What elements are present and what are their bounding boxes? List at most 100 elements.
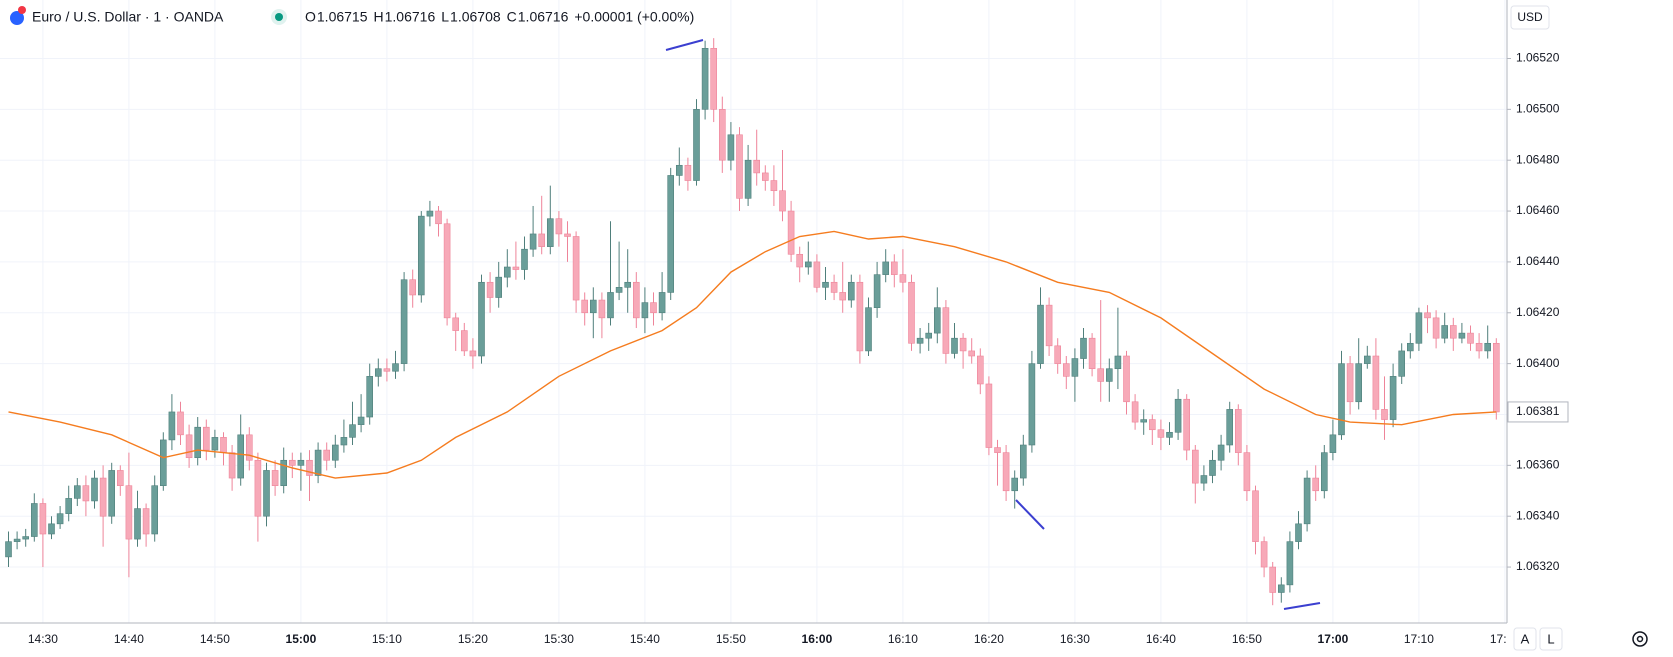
candle-body — [1209, 459, 1216, 476]
candle-body — [1381, 409, 1388, 420]
y-tick-label: 1.06500 — [1516, 102, 1560, 116]
log-button[interactable] — [1539, 627, 1563, 651]
candle-body — [297, 459, 305, 466]
candle-body — [220, 437, 227, 453]
ohlc-key: L — [441, 9, 449, 25]
candle-body — [890, 261, 898, 275]
candle-body — [1364, 355, 1371, 364]
time-axis: 14:30 14:40 14:50 15:00 15:10 15:20 15:30 15:40… — [28, 632, 1520, 646]
ohlc-value: 1.06716 — [518, 9, 569, 25]
trend-line[interactable] — [1283, 602, 1321, 610]
candle-body — [1166, 431, 1173, 438]
plot-area — [5, 38, 1500, 606]
candle-body — [1037, 304, 1044, 364]
candle-body — [1269, 566, 1276, 593]
candle-body — [856, 281, 864, 352]
trend-line[interactable] — [665, 39, 704, 51]
symbol-title[interactable]: Euro / U.S. Dollar · 1 · OANDA — [32, 9, 224, 25]
candle-body — [1097, 368, 1104, 382]
candle-body — [753, 159, 761, 174]
ohlc-key: O — [305, 9, 316, 25]
currency-button[interactable] — [1510, 5, 1550, 30]
candle-body — [409, 279, 417, 296]
ohlc-values: O 1.06715 H 1.06716 L 1.06708 C 1.06716 +0.00001… — [305, 9, 694, 25]
candle-body — [1174, 398, 1182, 433]
y-tick-label: 1.06420 — [1516, 305, 1560, 319]
symbol-icon — [18, 6, 26, 14]
candle-body — [1140, 419, 1147, 423]
ohlc-value: 1.06716 — [385, 9, 436, 25]
x-tick-label: 15:50 — [716, 632, 746, 646]
candle-body — [1398, 350, 1405, 377]
x-tick-label: 15:10 — [372, 632, 402, 646]
ohlc-key: C — [507, 9, 517, 25]
candle-body — [693, 109, 700, 181]
x-tick-label: 17:10 — [1404, 632, 1434, 646]
candle-body — [1080, 337, 1087, 359]
trend-line[interactable] — [1015, 499, 1045, 530]
candle-body — [211, 437, 219, 451]
candle-body — [873, 274, 881, 308]
candle-body — [366, 376, 374, 418]
candle-body — [796, 253, 804, 268]
candle-body — [1441, 325, 1448, 339]
candle-body — [1278, 584, 1285, 593]
candle-body — [1338, 363, 1345, 436]
candle-body — [288, 459, 296, 466]
candle-body — [1424, 312, 1431, 319]
candle-body — [1088, 337, 1096, 370]
candle-body — [1149, 419, 1156, 431]
candle-body — [615, 287, 623, 293]
candle-body — [667, 175, 675, 293]
candle-body — [323, 449, 331, 461]
candle-body — [865, 307, 872, 352]
candle-body — [1157, 429, 1165, 438]
x-tick-label: 16:40 — [1146, 632, 1176, 646]
candle-body — [1303, 477, 1311, 525]
log-label: L — [1547, 631, 1554, 646]
candle-body — [5, 541, 12, 558]
candle-body — [564, 233, 571, 237]
candle-body — [727, 134, 735, 161]
candle-body — [117, 470, 124, 486]
candle-body — [1226, 409, 1233, 446]
candle-body — [1183, 398, 1190, 451]
x-tick-label: 17:00 — [1318, 632, 1349, 646]
legend-header: Euro / U.S. Dollar · 1 · OANDA O 1.06715 H… — [10, 6, 694, 25]
candle-body — [99, 477, 107, 517]
ohlc-value: 1.06715 — [317, 9, 368, 25]
candle-body — [632, 281, 640, 319]
candle-body — [1063, 363, 1070, 377]
auto-button[interactable] — [1513, 627, 1537, 651]
candle-body — [908, 281, 915, 344]
candle-body — [91, 477, 98, 502]
settings-icon[interactable] — [1632, 631, 1648, 647]
candle-body — [787, 210, 795, 255]
candle-body — [1329, 434, 1337, 453]
candle-body — [1252, 490, 1259, 542]
candle-body — [13, 538, 21, 542]
candle-body — [1484, 342, 1491, 352]
candle-body — [1131, 401, 1139, 423]
candle-body — [194, 426, 201, 459]
candle-body — [607, 292, 614, 319]
candle-body — [1372, 355, 1380, 410]
candle-body — [314, 449, 322, 476]
x-tick-label: 14:30 — [28, 632, 58, 646]
candle-body — [718, 109, 726, 161]
candle-body — [521, 248, 528, 270]
candle-body — [1192, 449, 1199, 484]
candle-body — [736, 134, 743, 199]
price-axis: 1.063201.063401.063601.063801.064001.064… — [1507, 51, 1569, 573]
y-tick-label: 1.06320 — [1516, 559, 1560, 573]
candle-body — [503, 266, 511, 278]
x-tick-label: 15:40 — [630, 632, 660, 646]
drawings — [665, 39, 1321, 610]
y-tick-label: 1.06460 — [1516, 203, 1560, 217]
candle-body — [641, 302, 649, 319]
candle-body — [151, 485, 158, 535]
candle-body — [675, 164, 683, 176]
candle-body — [177, 411, 184, 436]
candle-body — [951, 337, 958, 354]
candle-body — [1355, 363, 1362, 403]
